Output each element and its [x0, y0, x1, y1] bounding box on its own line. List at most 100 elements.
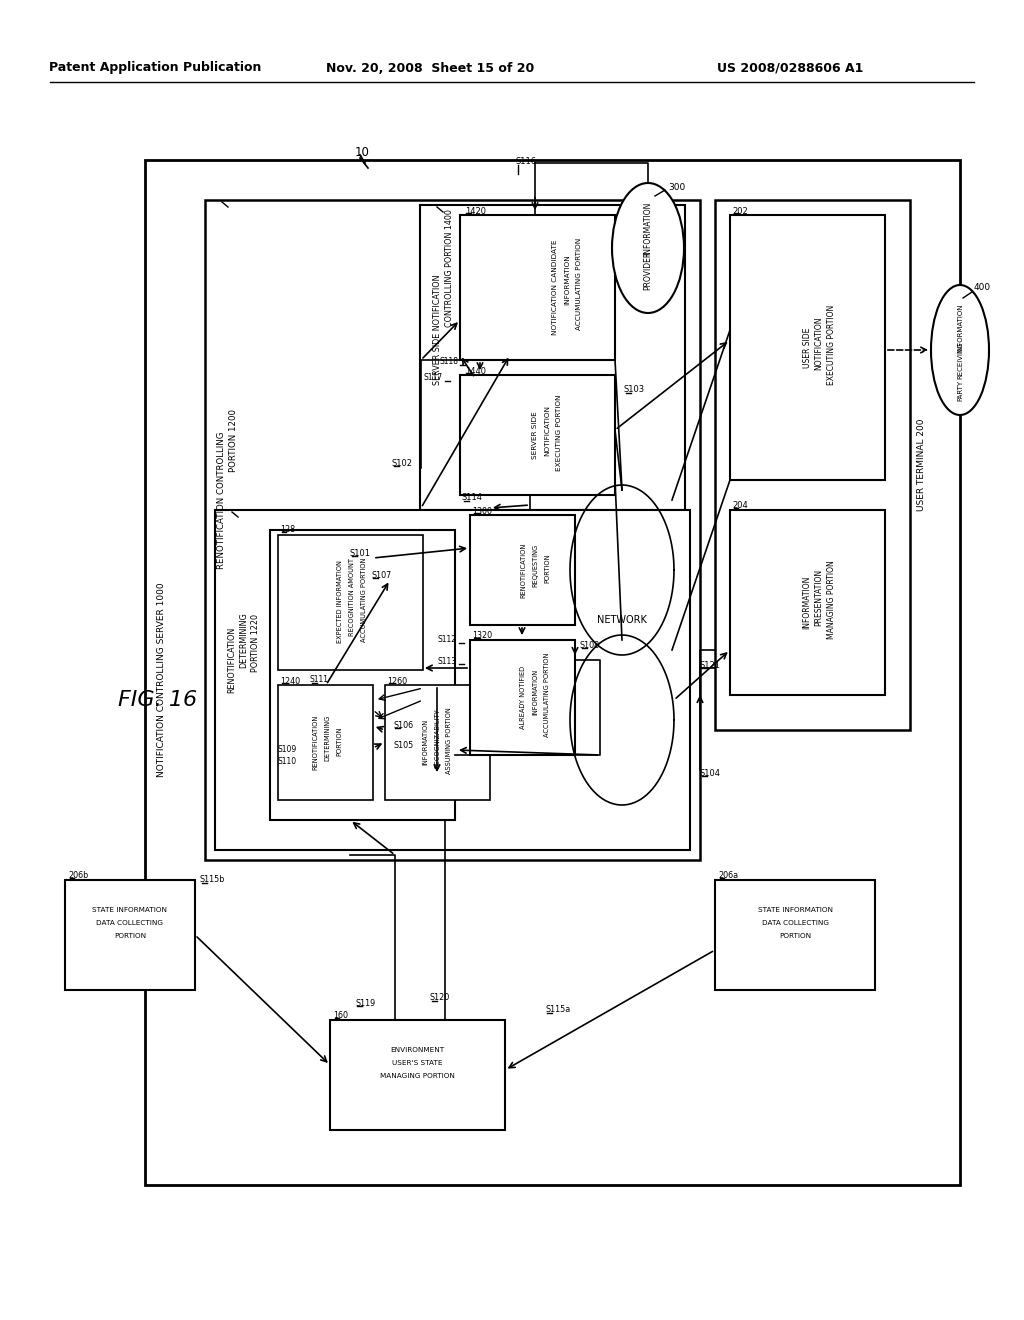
Text: NOTIFICATION CONTROLLING SERVER 1000: NOTIFICATION CONTROLLING SERVER 1000 [158, 582, 167, 777]
Bar [730, 510, 885, 696]
Text: S106: S106 [393, 722, 413, 730]
Bar [278, 685, 373, 800]
Text: NETWORK: NETWORK [597, 615, 647, 624]
Text: Nov. 20, 2008  Sheet 15 of 20: Nov. 20, 2008 Sheet 15 of 20 [326, 62, 535, 74]
Text: DATA COLLECTING: DATA COLLECTING [96, 920, 164, 927]
Text: PROVIDER: PROVIDER [643, 251, 652, 289]
Text: PORTION: PORTION [336, 726, 342, 756]
Text: 202: 202 [732, 206, 748, 215]
Text: RECOGNITION AMOUNT: RECOGNITION AMOUNT [349, 558, 355, 636]
Text: STATE INFORMATION: STATE INFORMATION [758, 907, 833, 913]
Text: S102: S102 [392, 458, 413, 467]
Text: S117: S117 [424, 374, 443, 383]
Text: 1320: 1320 [472, 631, 493, 640]
Text: RENOTIFICATION CONTROLLING: RENOTIFICATION CONTROLLING [217, 432, 226, 569]
Text: S101: S101 [350, 549, 371, 557]
Text: 206a: 206a [718, 871, 738, 880]
Text: S104: S104 [700, 768, 721, 777]
Text: S115a: S115a [545, 1006, 570, 1015]
Text: 400: 400 [974, 284, 991, 293]
Bar [330, 1020, 505, 1130]
Text: S113: S113 [438, 656, 457, 665]
Text: REQUESTING: REQUESTING [532, 544, 538, 586]
Text: US 2008/0288606 A1: US 2008/0288606 A1 [717, 62, 863, 74]
Text: S103: S103 [624, 385, 645, 395]
Text: S110: S110 [278, 758, 297, 767]
Text: ACCUMULATING PORTION: ACCUMULATING PORTION [575, 238, 582, 330]
Text: PORTION 1200: PORTION 1200 [229, 408, 239, 471]
Text: STATE INFORMATION: STATE INFORMATION [92, 907, 168, 913]
Text: S114: S114 [462, 494, 483, 503]
Text: ACCUMULATING PORTION: ACCUMULATING PORTION [361, 558, 367, 643]
Text: NOTIFICATION: NOTIFICATION [814, 317, 823, 370]
Text: EXECUTING PORTION: EXECUTING PORTION [556, 395, 562, 471]
Bar [460, 215, 615, 360]
Text: INFORMATION: INFORMATION [803, 576, 811, 628]
Text: EXPECTED INFORMATION: EXPECTED INFORMATION [337, 561, 343, 643]
Text: ENVIRONMENT: ENVIRONMENT [390, 1047, 444, 1053]
Text: MANAGING PORTION: MANAGING PORTION [826, 561, 836, 639]
Bar [420, 205, 685, 510]
Text: PARTY: PARTY [957, 379, 963, 400]
Bar [270, 531, 455, 820]
Text: INFORMATION: INFORMATION [564, 255, 570, 305]
Text: 1240: 1240 [280, 676, 300, 685]
Text: INFORMATION: INFORMATION [532, 669, 538, 715]
Text: DETERMINING: DETERMINING [324, 715, 330, 762]
Text: INFORMATION: INFORMATION [422, 719, 428, 766]
Text: S112: S112 [438, 635, 457, 644]
Text: INFORMATION: INFORMATION [957, 304, 963, 352]
Text: S111: S111 [310, 676, 329, 685]
Text: RENOTIFICATION: RENOTIFICATION [227, 627, 237, 693]
Bar [460, 375, 615, 495]
Text: S116: S116 [516, 157, 538, 166]
Text: PORTION 1220: PORTION 1220 [252, 614, 260, 672]
Bar [470, 515, 575, 624]
Bar [715, 201, 910, 730]
Text: DETERMINING: DETERMINING [240, 612, 249, 668]
Text: 128: 128 [280, 525, 295, 535]
Text: ACCUMULATING PORTION: ACCUMULATING PORTION [544, 653, 550, 737]
Text: PORTION: PORTION [544, 553, 550, 582]
Text: EXECUTING PORTION: EXECUTING PORTION [826, 305, 836, 385]
Text: NOTIFICATION: NOTIFICATION [544, 404, 550, 455]
Text: S107: S107 [371, 570, 391, 579]
Text: RECEIVING: RECEIVING [957, 341, 963, 379]
Text: FIG. 16: FIG. 16 [118, 690, 198, 710]
Text: S121: S121 [700, 660, 721, 669]
Text: DATA COLLECTING: DATA COLLECTING [762, 920, 828, 927]
Text: 204: 204 [732, 502, 748, 511]
Bar [385, 685, 490, 800]
Text: INFORMATION: INFORMATION [643, 202, 652, 255]
Bar [205, 201, 700, 861]
Text: USER SIDE: USER SIDE [803, 327, 811, 368]
Text: 1300: 1300 [472, 507, 492, 516]
Text: PORTION: PORTION [114, 933, 146, 939]
Text: RENOTIFICATION: RENOTIFICATION [520, 543, 526, 598]
Text: S119: S119 [355, 998, 375, 1007]
Bar [278, 535, 423, 671]
Text: SERVER SIDE: SERVER SIDE [532, 411, 538, 459]
Bar [65, 880, 195, 990]
Bar [145, 160, 961, 1185]
Bar [715, 880, 874, 990]
Text: RENOTIFICATION: RENOTIFICATION [312, 714, 318, 770]
Bar [470, 640, 575, 755]
Ellipse shape [931, 285, 989, 414]
Text: USER TERMINAL 200: USER TERMINAL 200 [918, 418, 927, 511]
Text: CONTROLLING PORTION 1400: CONTROLLING PORTION 1400 [444, 209, 454, 327]
Text: NOTIFICATION CANDIDATE: NOTIFICATION CANDIDATE [552, 239, 558, 335]
Text: S105: S105 [393, 741, 414, 750]
Text: Patent Application Publication: Patent Application Publication [49, 62, 261, 74]
Text: S120: S120 [430, 994, 451, 1002]
Text: S109: S109 [278, 746, 297, 755]
Text: RECOGNIZABILITY: RECOGNIZABILITY [434, 709, 440, 768]
Text: ASSUMING PORTION: ASSUMING PORTION [446, 708, 452, 775]
Bar [730, 215, 885, 480]
Text: 1420: 1420 [465, 206, 486, 215]
Bar [215, 510, 690, 850]
Text: 1260: 1260 [387, 676, 408, 685]
Text: 206b: 206b [68, 871, 88, 880]
Text: 160: 160 [333, 1011, 348, 1020]
Text: 1440: 1440 [465, 367, 486, 375]
